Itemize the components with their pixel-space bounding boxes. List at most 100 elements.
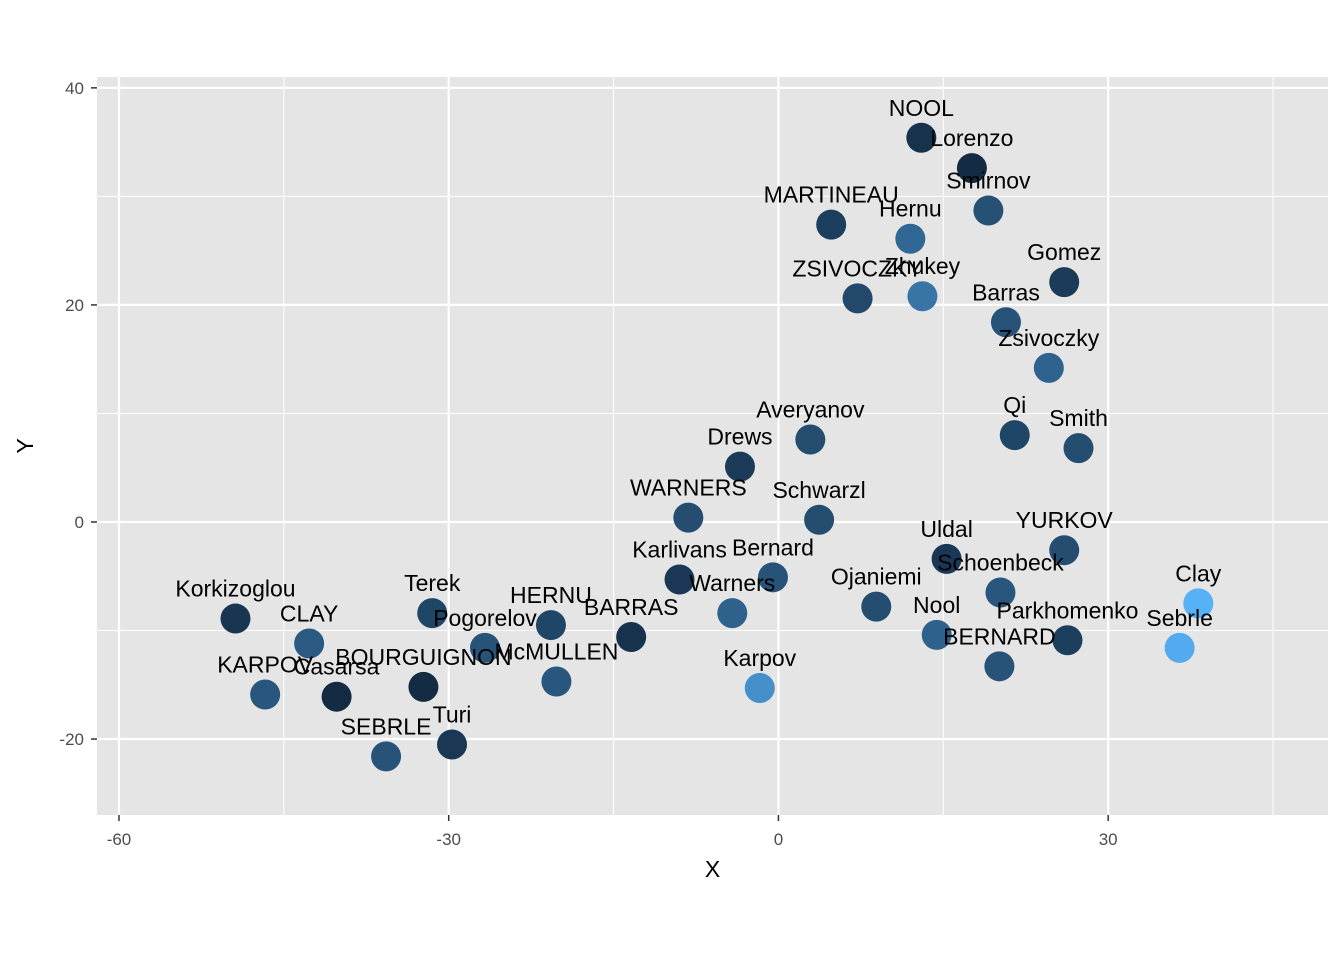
x-tick-label: -30 [436,830,461,849]
grid-minor [97,77,1328,815]
data-point [907,281,938,312]
point-label: Ojaniemi [831,564,922,590]
point-label: Nool [913,592,960,618]
point-label: Karpov [723,645,796,671]
data-point [861,591,892,622]
x-axis-ticks: -60 -30 0 30 [107,815,1118,849]
point-label: McMULLEN [494,639,618,665]
point-label: Barras [972,279,1040,305]
point-label: Smith [1049,405,1108,431]
point-label: Gomez [1027,239,1101,265]
point-label: WARNERS [630,475,747,501]
x-tick-label: -60 [107,830,132,849]
point-label: SEBRLE [341,713,432,739]
point-label: Zsivoczky [998,325,1099,351]
point-label: KARPOV [217,652,314,678]
point-label: NOOL [889,95,954,121]
point-label: Karlivans [632,536,727,562]
data-point [616,622,647,653]
y-tick-label: 40 [65,79,84,98]
data-point [816,209,847,240]
data-point [842,283,873,314]
data-point [931,543,962,574]
data-point [321,681,352,712]
point-label: Lorenzo [930,125,1013,151]
point-label: Hernu [879,196,942,222]
data-point [250,679,281,710]
data-point [757,562,788,593]
data-point [417,598,448,629]
y-axis-ticks: -20 0 20 40 [59,79,97,749]
data-point [956,153,987,184]
data-point [985,577,1016,608]
data-point [371,741,402,772]
data-point [973,195,1004,226]
point-label: Casarsa [294,654,380,680]
data-point [1049,535,1080,566]
point-label: Smirnov [946,167,1031,193]
point-label: Korkizoglou [175,576,295,602]
point-label: BARRAS [584,594,679,620]
data-point [724,451,755,482]
data-point [984,651,1015,682]
data-point [1164,632,1195,663]
point-label: Schwarzl [772,477,865,503]
data-point [999,420,1030,451]
data-point [921,619,952,650]
point-label: Pogorelov [433,605,537,631]
data-point [895,223,926,254]
y-axis-title: Y [12,438,38,453]
data-point [906,122,937,153]
data-point [1033,352,1064,383]
point-label: Schoenbeck [937,550,1064,576]
data-point [535,610,566,641]
data-point [469,632,500,663]
data-point [408,671,439,702]
data-point [1063,433,1094,464]
data-points [220,122,1214,772]
point-label: CLAY [280,601,338,627]
data-point [673,502,704,533]
data-point [437,729,468,760]
point-label: ZSIVOCZKY [792,255,922,281]
data-point [664,564,695,595]
x-tick-label: 0 [774,830,783,849]
data-point [1049,267,1080,298]
plot-panel [97,77,1328,815]
point-label: HERNU [510,582,592,608]
point-label: Warners [689,570,775,596]
point-label: Bernard [732,534,814,560]
data-point [717,598,748,629]
x-tick-label: 30 [1099,830,1118,849]
data-point [1183,588,1214,619]
x-axis-title: X [705,856,720,882]
point-label: Zhukey [885,253,961,279]
data-point [220,603,251,634]
data-point [541,666,572,697]
y-tick-label: 0 [75,513,84,532]
y-tick-label: -20 [59,730,84,749]
point-label: MARTINEAU [764,182,899,208]
point-label: Sebrle [1146,605,1212,631]
y-tick-label: 20 [65,296,84,315]
point-label: Turi [433,701,472,727]
point-label: Terek [404,570,461,596]
point-label: Averyanov [756,396,865,422]
data-point [990,307,1021,338]
point-label: BOURGUIGNON [335,644,511,670]
data-point [795,424,826,455]
point-label: Drews [707,424,772,450]
point-label: BERNARD [943,623,1055,649]
data-point [294,628,325,659]
point-label: Uldal [920,516,972,542]
data-point [744,673,775,704]
point-label: Qi [1003,392,1026,418]
grid-major [97,77,1328,815]
point-label: Clay [1175,560,1222,586]
data-point [1052,625,1083,656]
point-label: Parkhomenko [997,597,1139,623]
point-label: YURKOV [1016,507,1114,533]
data-point [804,504,835,535]
